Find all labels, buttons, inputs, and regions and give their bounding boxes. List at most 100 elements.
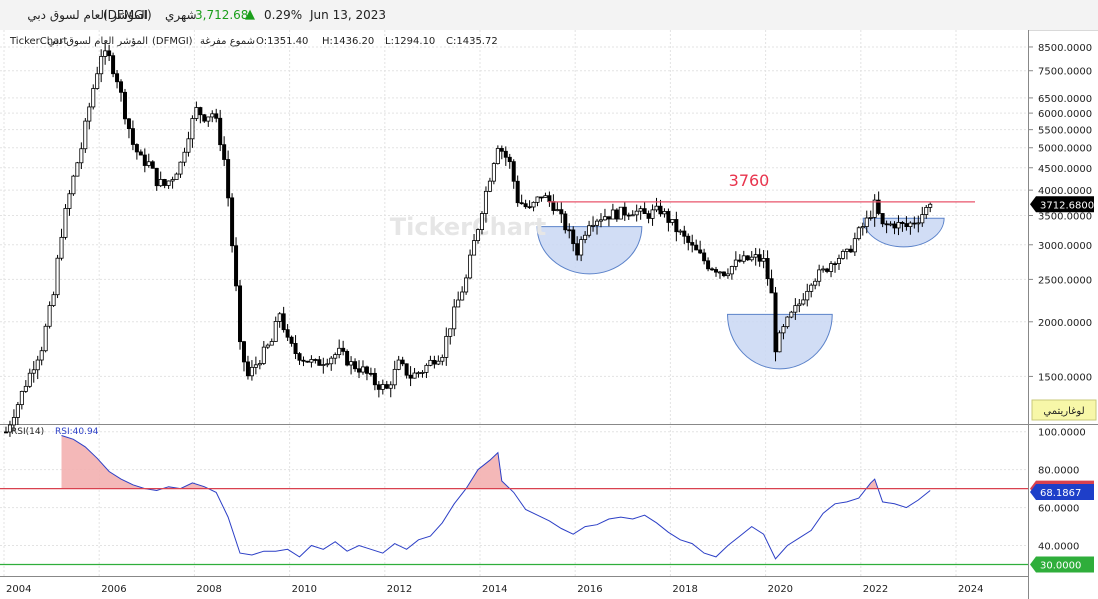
log-scale-badge[interactable] bbox=[1031, 399, 1097, 421]
candle-body bbox=[579, 239, 584, 256]
x-tick-label: 2022 bbox=[863, 584, 888, 595]
rsi-tick-label: 100.0000 bbox=[1038, 428, 1086, 439]
candle-body bbox=[368, 372, 373, 375]
candle-body bbox=[436, 360, 441, 365]
candle-body bbox=[325, 363, 330, 366]
candle-body bbox=[765, 258, 770, 280]
legend-high: H:1436.20 bbox=[322, 36, 374, 47]
candle-body bbox=[813, 280, 818, 286]
legend-chart-type: شموع مفرغة bbox=[200, 36, 255, 47]
candle-body bbox=[170, 179, 175, 182]
legend-low: L:1294.10 bbox=[385, 36, 435, 47]
candle-body bbox=[380, 384, 385, 390]
quote-header: المؤشر العام لسوق دبي (DFMGI) شهري 3,712… bbox=[0, 0, 1098, 31]
rsi-last-value-tag-bg bbox=[1030, 484, 1094, 501]
rsi-last-value-tag: 68.1867 bbox=[1040, 488, 1081, 499]
candle-body bbox=[329, 357, 334, 365]
x-tick-label: 2008 bbox=[196, 584, 221, 595]
rsi-tick-label: 40.0000 bbox=[1038, 542, 1079, 553]
candle-body bbox=[483, 190, 488, 214]
candle-body bbox=[801, 299, 806, 305]
candle-body bbox=[444, 335, 449, 358]
y-tick-label: 3000.0000 bbox=[1038, 241, 1092, 252]
candle-body bbox=[757, 254, 762, 262]
candle-body bbox=[896, 221, 901, 229]
rsi-tick-label: 60.0000 bbox=[1038, 504, 1079, 515]
candle-body bbox=[146, 161, 151, 166]
candle-body bbox=[19, 390, 24, 406]
candle-body bbox=[245, 361, 250, 377]
cup-pattern bbox=[536, 226, 643, 275]
last-price: 3,712.68 bbox=[195, 8, 249, 22]
candle-body bbox=[35, 359, 40, 371]
candle-body bbox=[95, 73, 100, 89]
rsi-overbought-fill bbox=[180, 482, 209, 489]
candle-body bbox=[67, 193, 72, 209]
candle-body bbox=[400, 359, 405, 365]
interval-label[interactable]: شهري bbox=[165, 8, 197, 22]
candle-body bbox=[218, 117, 223, 146]
candle-body bbox=[551, 201, 556, 211]
candle-body bbox=[821, 268, 826, 271]
candle-body bbox=[305, 360, 310, 363]
candle-body bbox=[384, 384, 389, 389]
candle-body bbox=[269, 341, 274, 346]
candle-body bbox=[686, 235, 691, 243]
rsi-legend-value: RSI:40.94 bbox=[55, 427, 99, 437]
y-tick-label: 6500.0000 bbox=[1038, 94, 1092, 105]
x-tick-label: 2010 bbox=[292, 584, 317, 595]
candle-body bbox=[702, 252, 707, 262]
candle-body bbox=[868, 217, 873, 219]
candle-body bbox=[404, 363, 409, 376]
candle-body bbox=[690, 242, 695, 246]
candle-body bbox=[805, 290, 810, 301]
candle-body bbox=[464, 277, 469, 293]
candle-body bbox=[281, 313, 286, 331]
legend-source: TickerChart bbox=[9, 36, 67, 47]
candle-body bbox=[773, 292, 778, 353]
x-tick-label: 2014 bbox=[482, 584, 507, 595]
chart-area[interactable]: 2004 2006 2008 2010 2012 2014 2016 2018 2020 2022… bbox=[0, 30, 1098, 599]
candle-body bbox=[503, 150, 508, 158]
candle-body bbox=[51, 294, 56, 306]
price-panel bbox=[0, 30, 1028, 424]
candle-body bbox=[408, 374, 413, 379]
candle-body bbox=[277, 313, 282, 322]
rsi-overbought-fill bbox=[61, 435, 145, 489]
candle-body bbox=[491, 163, 496, 182]
candle-body bbox=[606, 216, 611, 220]
candle-body bbox=[230, 197, 235, 247]
candle-body bbox=[91, 88, 96, 108]
candle-body bbox=[238, 285, 243, 343]
rsi-panel bbox=[0, 425, 1028, 575]
candle-body bbox=[476, 229, 481, 242]
candle-body bbox=[341, 347, 346, 352]
y-tick-label: 6000.0000 bbox=[1038, 109, 1092, 120]
candle-body bbox=[293, 343, 298, 354]
y-tick-label: 2000.0000 bbox=[1038, 318, 1092, 329]
candle-body bbox=[642, 208, 647, 215]
candle-body bbox=[833, 263, 838, 266]
candle-body bbox=[353, 361, 358, 370]
candle-body bbox=[559, 209, 564, 215]
y-tick-label: 4000.0000 bbox=[1038, 186, 1092, 197]
candle-body bbox=[848, 248, 853, 253]
candle-body bbox=[563, 213, 568, 231]
candle-body bbox=[634, 210, 639, 216]
candle-body bbox=[119, 81, 124, 93]
candle-body bbox=[602, 216, 607, 221]
change-percent: 0.29% bbox=[264, 8, 303, 22]
rsi-oversold-tag-bg bbox=[1030, 556, 1094, 573]
x-tick-label: 2006 bbox=[101, 584, 126, 595]
candle-body bbox=[880, 213, 885, 225]
candle-body bbox=[892, 223, 897, 229]
candle-body bbox=[257, 363, 262, 366]
candle-body bbox=[487, 180, 492, 192]
candle-body bbox=[650, 209, 655, 219]
candle-body bbox=[789, 311, 794, 318]
candle-body bbox=[844, 248, 849, 252]
candle-body bbox=[289, 336, 294, 344]
candle-body bbox=[321, 364, 326, 366]
legend-name: المؤشر العام لسوق دبي bbox=[47, 36, 148, 47]
candle-body bbox=[138, 151, 143, 156]
